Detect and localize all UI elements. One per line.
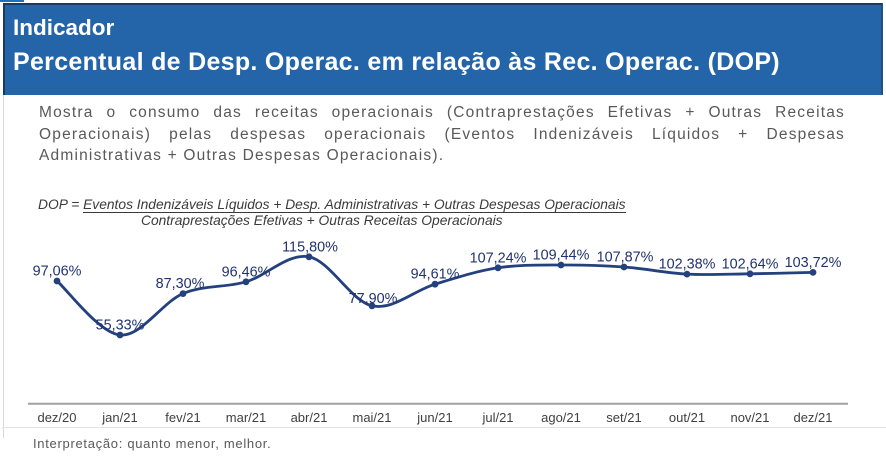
svg-text:mar/21: mar/21 (226, 410, 266, 425)
svg-text:abr/21: abr/21 (291, 410, 328, 425)
svg-text:103,72%: 103,72% (785, 255, 842, 271)
svg-text:jul/21: jul/21 (481, 410, 513, 425)
svg-text:97,06%: 97,06% (33, 264, 82, 280)
svg-text:55,33%: 55,33% (96, 318, 145, 334)
svg-text:77,90%: 77,90% (349, 291, 398, 307)
svg-text:jun/21: jun/21 (416, 410, 452, 425)
svg-text:107,24%: 107,24% (470, 250, 527, 266)
svg-text:109,44%: 109,44% (533, 248, 590, 264)
svg-text:fev/21: fev/21 (165, 410, 200, 425)
svg-text:set/21: set/21 (606, 410, 641, 425)
svg-text:102,64%: 102,64% (722, 256, 779, 272)
svg-text:94,61%: 94,61% (411, 267, 460, 283)
svg-text:102,38%: 102,38% (659, 257, 716, 273)
svg-text:96,46%: 96,46% (222, 264, 271, 280)
svg-text:jan/21: jan/21 (101, 410, 137, 425)
svg-text:mai/21: mai/21 (352, 410, 391, 425)
svg-text:ago/21: ago/21 (541, 410, 581, 425)
svg-text:nov/21: nov/21 (730, 410, 769, 425)
svg-text:dez/20: dez/20 (37, 410, 76, 425)
svg-text:107,87%: 107,87% (597, 250, 654, 266)
svg-text:out/21: out/21 (669, 410, 705, 425)
svg-text:dez/21: dez/21 (793, 410, 832, 425)
svg-text:115,80%: 115,80% (282, 239, 338, 255)
svg-text:87,30%: 87,30% (156, 276, 205, 292)
